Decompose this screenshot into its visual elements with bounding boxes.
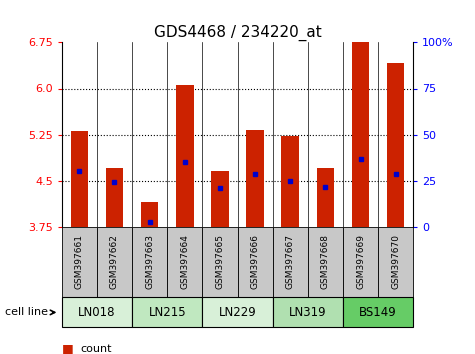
- FancyBboxPatch shape: [167, 227, 202, 297]
- Text: BS149: BS149: [359, 306, 397, 319]
- Text: GSM397661: GSM397661: [75, 234, 84, 290]
- Text: GSM397662: GSM397662: [110, 234, 119, 290]
- FancyBboxPatch shape: [343, 227, 378, 297]
- Bar: [387, 63, 404, 227]
- FancyBboxPatch shape: [132, 227, 167, 297]
- Bar: [71, 131, 88, 227]
- Title: GDS4468 / 234220_at: GDS4468 / 234220_at: [153, 25, 322, 41]
- Text: cell line: cell line: [5, 307, 48, 318]
- FancyBboxPatch shape: [62, 297, 132, 327]
- Bar: [211, 171, 228, 227]
- Text: GSM397664: GSM397664: [180, 234, 189, 290]
- Bar: [316, 168, 334, 227]
- Bar: [105, 168, 124, 227]
- FancyBboxPatch shape: [97, 227, 132, 297]
- Text: LN229: LN229: [218, 306, 256, 319]
- FancyBboxPatch shape: [273, 297, 343, 327]
- FancyBboxPatch shape: [273, 227, 308, 297]
- Text: ■: ■: [62, 342, 74, 354]
- Text: LN018: LN018: [78, 306, 115, 319]
- Bar: [352, 42, 369, 227]
- Text: GSM397668: GSM397668: [321, 234, 330, 290]
- Text: GSM397670: GSM397670: [391, 234, 400, 290]
- Text: GSM397663: GSM397663: [145, 234, 154, 290]
- Text: count: count: [81, 344, 112, 354]
- Text: LN319: LN319: [289, 306, 327, 319]
- Bar: [247, 130, 264, 227]
- FancyBboxPatch shape: [202, 297, 273, 327]
- Text: GSM397666: GSM397666: [251, 234, 259, 290]
- FancyBboxPatch shape: [132, 297, 202, 327]
- FancyBboxPatch shape: [378, 227, 413, 297]
- FancyBboxPatch shape: [343, 297, 413, 327]
- Text: LN215: LN215: [148, 306, 186, 319]
- Bar: [141, 202, 158, 227]
- FancyBboxPatch shape: [238, 227, 273, 297]
- FancyBboxPatch shape: [202, 227, 238, 297]
- FancyBboxPatch shape: [62, 227, 97, 297]
- Bar: [176, 85, 194, 227]
- Text: GSM397665: GSM397665: [216, 234, 224, 290]
- FancyBboxPatch shape: [308, 227, 343, 297]
- Bar: [281, 136, 299, 227]
- Text: GSM397669: GSM397669: [356, 234, 365, 290]
- Text: GSM397667: GSM397667: [286, 234, 294, 290]
